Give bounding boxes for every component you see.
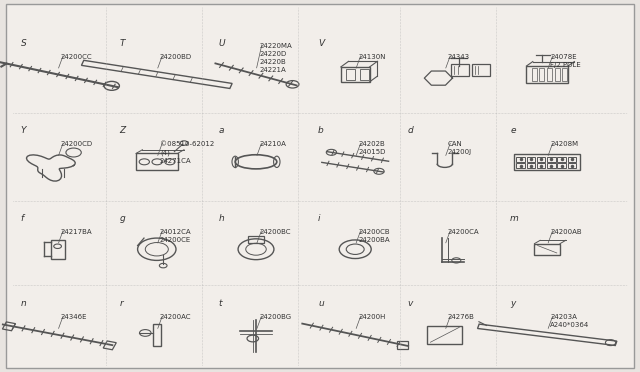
Text: 24200BD: 24200BD <box>160 54 192 60</box>
Text: n: n <box>20 299 26 308</box>
Bar <box>531 68 536 80</box>
Text: 24220MA
24220D
24220B
24221A: 24220MA 24220D 24220B 24221A <box>259 43 292 73</box>
Text: 24200H: 24200H <box>358 314 386 320</box>
Bar <box>537 157 545 162</box>
Bar <box>526 66 568 83</box>
Bar <box>341 67 370 82</box>
Text: u: u <box>318 299 324 308</box>
Bar <box>568 163 576 168</box>
Bar <box>51 240 65 259</box>
Bar <box>547 163 556 168</box>
Bar <box>557 157 566 162</box>
Text: 24078E
F/2 POLE: 24078E F/2 POLE <box>550 54 581 68</box>
Text: d: d <box>408 126 413 135</box>
Text: U: U <box>219 39 225 48</box>
Bar <box>397 341 408 349</box>
Text: ©08510-62012
(4)
24271CA: ©08510-62012 (4) 24271CA <box>160 141 214 164</box>
Text: 24208M: 24208M <box>550 141 579 147</box>
Bar <box>3 322 15 331</box>
Text: 24200BG: 24200BG <box>259 314 291 320</box>
Bar <box>428 326 463 344</box>
Text: 24217BA: 24217BA <box>61 229 92 235</box>
Text: 24203A
A240*0364: 24203A A240*0364 <box>550 314 589 328</box>
Text: v: v <box>408 299 413 308</box>
Bar <box>527 157 535 162</box>
Bar <box>248 236 264 243</box>
Bar <box>360 69 369 80</box>
Bar <box>555 68 560 80</box>
Text: a: a <box>219 126 225 135</box>
Bar <box>516 163 525 168</box>
Bar <box>540 68 545 80</box>
Text: i: i <box>318 214 321 223</box>
Text: 24343: 24343 <box>448 54 470 60</box>
Text: y: y <box>510 299 515 308</box>
Text: 24012CA
24200CE: 24012CA 24200CE <box>160 229 191 243</box>
Bar <box>136 153 177 170</box>
Text: V: V <box>318 39 324 48</box>
Bar <box>557 163 566 168</box>
Bar <box>547 157 556 162</box>
Text: r: r <box>120 299 124 308</box>
Text: g: g <box>120 214 125 223</box>
Text: m: m <box>510 214 519 223</box>
Text: 24202B
24015D: 24202B 24015D <box>358 141 386 155</box>
Text: Z: Z <box>120 126 126 135</box>
Bar <box>472 64 490 76</box>
Text: 24200AC: 24200AC <box>160 314 191 320</box>
Text: 24200CC: 24200CC <box>61 54 92 60</box>
Text: e: e <box>510 126 516 135</box>
Text: 24200AB: 24200AB <box>550 229 582 235</box>
Text: 24200CA: 24200CA <box>448 229 479 235</box>
Bar <box>527 163 535 168</box>
Bar <box>346 69 355 80</box>
Text: 24130N: 24130N <box>358 54 386 60</box>
Text: CAN
24200J: CAN 24200J <box>448 141 472 155</box>
Text: Y: Y <box>20 126 26 135</box>
Text: S: S <box>20 39 26 48</box>
Text: h: h <box>219 214 225 223</box>
Bar <box>563 68 568 80</box>
Text: 24276B: 24276B <box>448 314 475 320</box>
Bar <box>534 244 560 255</box>
Bar <box>451 64 469 76</box>
Text: 24346E: 24346E <box>61 314 87 320</box>
Text: 24200CB
24200BA: 24200CB 24200BA <box>358 229 390 243</box>
Text: f: f <box>20 214 24 223</box>
Text: 24210A: 24210A <box>259 141 286 147</box>
Text: T: T <box>120 39 125 48</box>
Text: 24200BC: 24200BC <box>259 229 291 235</box>
Bar <box>514 154 580 170</box>
Text: t: t <box>219 299 222 308</box>
Bar <box>547 68 552 80</box>
Text: b: b <box>318 126 324 135</box>
Bar <box>103 341 116 350</box>
Bar <box>153 324 161 346</box>
Bar <box>568 157 576 162</box>
Text: 24200CD: 24200CD <box>61 141 93 147</box>
Bar <box>537 163 545 168</box>
Bar <box>516 157 525 162</box>
